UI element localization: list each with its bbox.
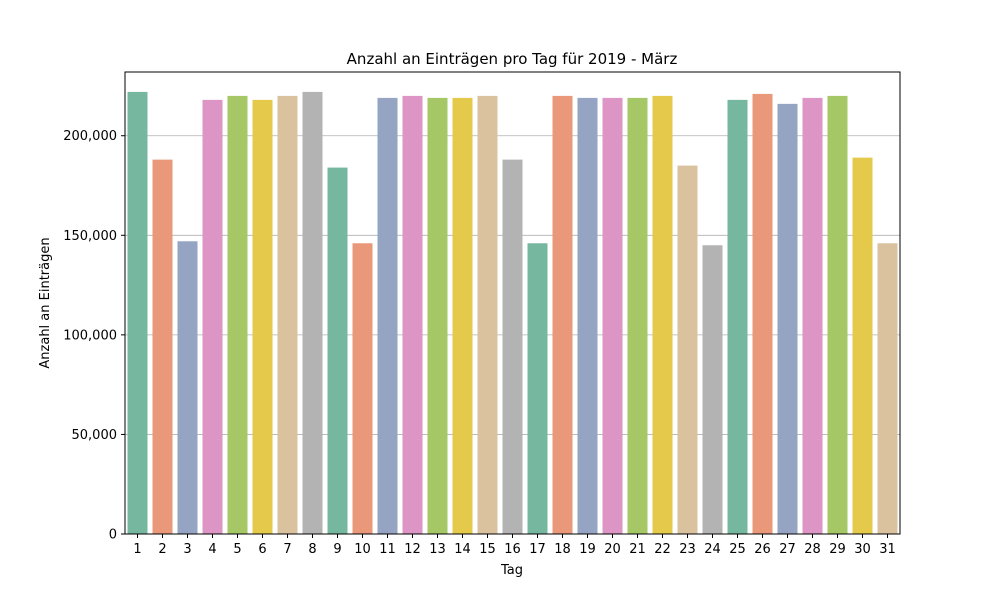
y-tick-label: 100,000 (63, 328, 117, 343)
bar-day-24 (702, 245, 723, 534)
y-axis-label: Anzahl an Einträgen (38, 237, 53, 368)
y-tick-label: 50,000 (72, 428, 118, 443)
y-axis-ticks: 0 50,000 100,000 150,000 200,000 (63, 129, 125, 543)
bar-day-8 (302, 91, 323, 535)
x-tick-label: 20 (604, 542, 621, 557)
bar-day-27 (777, 103, 798, 535)
bar-day-22 (652, 95, 673, 535)
bar-day-3 (177, 241, 198, 534)
x-tick-label: 17 (529, 542, 546, 557)
x-axis-ticks: 1 2 3 4 5 6 7 8 9 10 11 12 13 14 15 16 17 18 19 20 21 22 23 24 2… (133, 534, 896, 557)
bar-day-23 (677, 165, 698, 534)
x-tick-label: 27 (779, 542, 796, 557)
x-tick-label: 31 (879, 542, 896, 557)
bar-day-31 (877, 243, 898, 535)
bar-day-2 (152, 159, 173, 534)
bar-day-14 (452, 97, 473, 534)
x-tick-label: 23 (679, 542, 696, 557)
bar-day-9 (327, 167, 348, 534)
bar-day-6 (252, 99, 273, 535)
x-tick-label: 16 (504, 542, 521, 557)
x-tick-label: 22 (654, 542, 671, 557)
x-tick-label: 1 (133, 542, 141, 557)
x-tick-label: 5 (233, 542, 241, 557)
bar-day-13 (427, 97, 448, 534)
x-tick-label: 2 (158, 542, 166, 557)
bar-day-29 (827, 95, 848, 535)
bar-day-15 (477, 95, 498, 535)
bar-day-11 (377, 97, 398, 534)
bar-day-25 (727, 99, 748, 535)
bar-day-5 (227, 95, 248, 535)
x-tick-label: 13 (429, 542, 446, 557)
x-tick-label: 3 (183, 542, 191, 557)
x-tick-label: 6 (258, 542, 266, 557)
x-tick-label: 21 (629, 542, 646, 557)
bar-day-1 (127, 91, 148, 535)
x-tick-label: 8 (308, 542, 316, 557)
x-tick-label: 19 (579, 542, 596, 557)
x-tick-label: 24 (704, 542, 721, 557)
x-tick-label: 11 (379, 542, 396, 557)
bars (127, 91, 898, 535)
bar-day-17 (527, 243, 548, 535)
x-tick-label: 12 (404, 542, 421, 557)
chart-title: Anzahl an Einträgen pro Tag für 2019 - M… (347, 50, 678, 68)
bar-day-19 (577, 97, 598, 534)
bar-day-21 (627, 97, 648, 534)
bar-day-16 (502, 159, 523, 534)
x-tick-label: 28 (804, 542, 821, 557)
x-tick-label: 7 (283, 542, 291, 557)
bar-day-30 (852, 157, 873, 534)
x-tick-label: 4 (208, 542, 216, 557)
bar-day-4 (202, 99, 223, 535)
x-tick-label: 26 (754, 542, 771, 557)
y-tick-label: 200,000 (63, 129, 117, 144)
x-axis-label: Tag (500, 563, 523, 578)
x-tick-label: 29 (829, 542, 846, 557)
x-tick-label: 10 (354, 542, 371, 557)
bar-day-18 (552, 95, 573, 535)
y-tick-label: 150,000 (63, 229, 117, 244)
x-tick-label: 14 (454, 542, 471, 557)
bar-day-28 (802, 97, 823, 534)
bar-day-10 (352, 243, 373, 535)
x-tick-label: 9 (333, 542, 341, 557)
bar-day-20 (602, 97, 623, 534)
y-tick-label: 0 (109, 528, 117, 543)
x-tick-label: 15 (479, 542, 496, 557)
x-tick-label: 25 (729, 542, 746, 557)
bar-day-7 (277, 95, 298, 535)
bar-day-12 (402, 95, 423, 535)
x-tick-label: 18 (554, 542, 571, 557)
plot-frame (124, 71, 901, 535)
bar-day-26 (752, 93, 773, 534)
x-tick-label: 30 (854, 542, 871, 557)
